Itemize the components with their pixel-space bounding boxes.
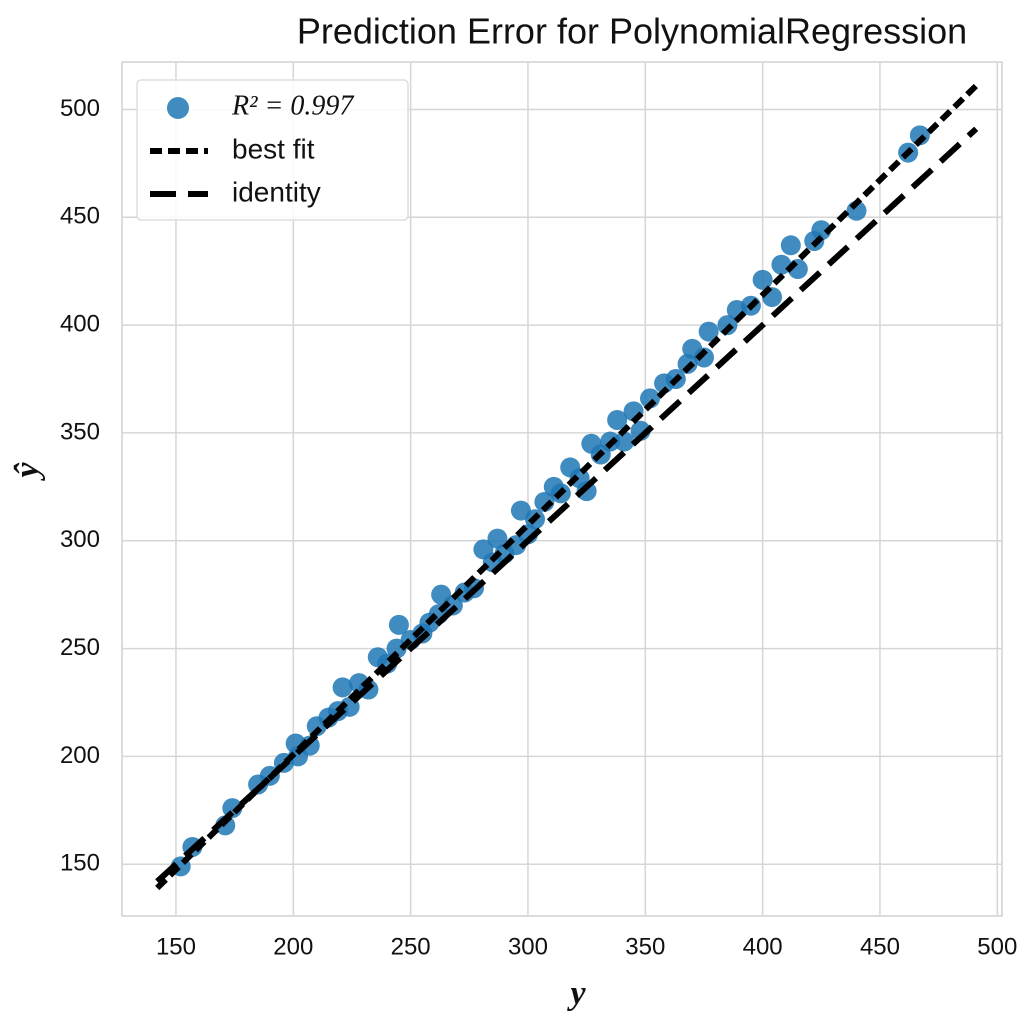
legend-label: identity bbox=[232, 176, 321, 207]
y-tick-label: 300 bbox=[60, 526, 100, 553]
y-tick-label: 400 bbox=[60, 310, 100, 337]
point bbox=[607, 409, 628, 430]
point bbox=[909, 125, 930, 146]
x-tick-label: 350 bbox=[625, 933, 665, 960]
y-tick-label: 200 bbox=[60, 742, 100, 769]
point bbox=[752, 269, 773, 290]
x-tick-label: 400 bbox=[743, 933, 783, 960]
point bbox=[487, 528, 508, 549]
y-tick-label: 250 bbox=[60, 634, 100, 661]
y-tick-label: 450 bbox=[60, 203, 100, 230]
x-axis-label: y bbox=[566, 975, 586, 1012]
x-tick-label: 250 bbox=[391, 933, 431, 960]
point bbox=[614, 431, 635, 452]
x-tick-label: 200 bbox=[273, 933, 313, 960]
line bbox=[155, 83, 979, 891]
chart-title: Prediction Error for PolynomialRegressio… bbox=[297, 11, 967, 52]
point bbox=[388, 614, 409, 635]
y-tick-label: 150 bbox=[60, 850, 100, 877]
line bbox=[155, 126, 979, 884]
legend-label: best fit bbox=[232, 133, 315, 164]
legend-marker bbox=[167, 97, 189, 119]
point bbox=[698, 321, 719, 342]
legend-box bbox=[136, 79, 409, 221]
point bbox=[693, 347, 714, 368]
point bbox=[677, 353, 698, 374]
x-tick-label: 150 bbox=[156, 933, 196, 960]
legend-label: R² = 0.997 bbox=[231, 90, 354, 121]
x-tick-label: 500 bbox=[977, 933, 1017, 960]
y-tick-label: 350 bbox=[60, 418, 100, 445]
x-tick-label: 450 bbox=[860, 933, 900, 960]
y-axis-label: ŷ bbox=[9, 462, 46, 482]
x-tick-label: 300 bbox=[508, 933, 548, 960]
point bbox=[332, 677, 353, 698]
point bbox=[811, 220, 832, 241]
legend: R² = 0.997 best fit identity bbox=[136, 79, 409, 221]
point bbox=[780, 235, 801, 256]
y-tick-label: 500 bbox=[60, 95, 100, 122]
